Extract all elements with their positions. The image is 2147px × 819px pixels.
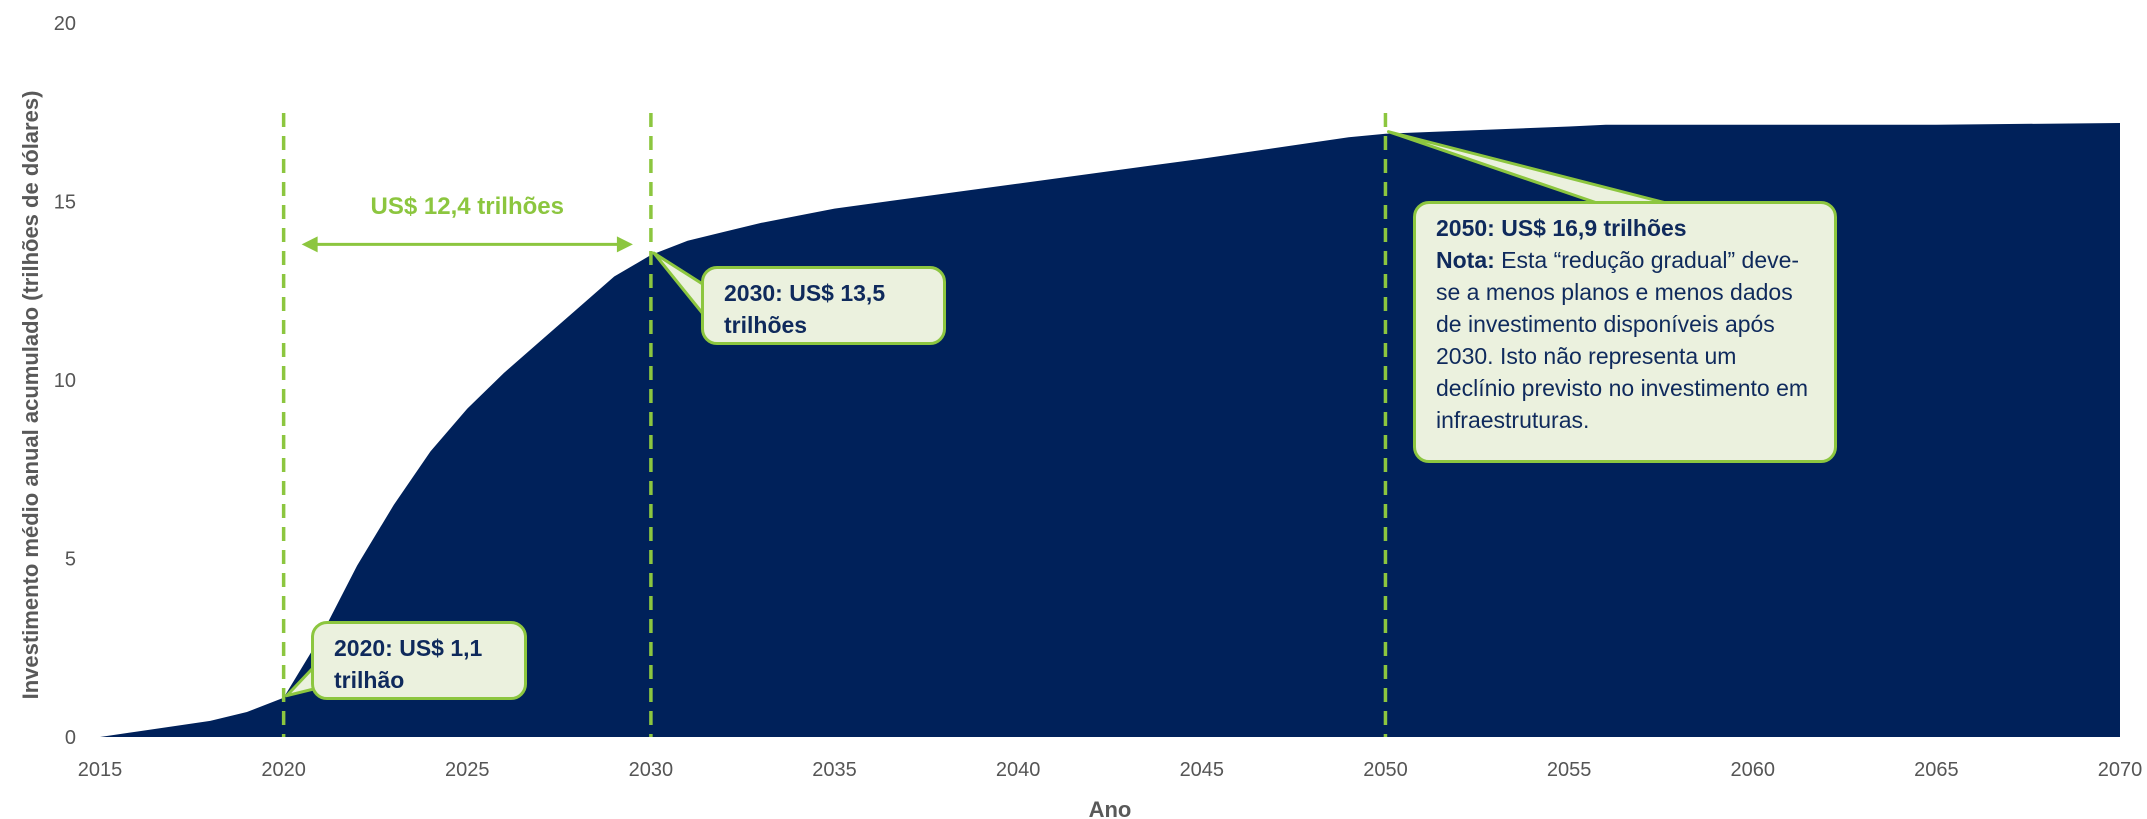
callout-2050-title: 2050: US$ 16,9 trilhões (1436, 215, 1687, 241)
x-tick-2025: 2025 (445, 759, 490, 781)
x-tick-2045: 2045 (1180, 759, 1225, 781)
x-tick-2065: 2065 (1914, 759, 1959, 781)
span-arrow-head-right (616, 236, 633, 253)
x-tick-2030: 2030 (629, 759, 674, 781)
x-tick-2015: 2015 (78, 759, 123, 781)
callout-2020-title: 2020: US$ 1,1 trilhão (334, 635, 483, 693)
x-tick-2055: 2055 (1547, 759, 1592, 781)
x-tick-2060: 2060 (1730, 759, 1775, 781)
y-axis-title: Investimento médio anual acumulado (tril… (18, 91, 43, 700)
callout-2050-note: Esta “redução gradual” deve-se a menos p… (1436, 247, 1809, 433)
y-tick-20: 20 (54, 13, 76, 35)
span-label: US$ 12,4 trilhões (371, 193, 564, 220)
y-tick-0: 0 (65, 727, 76, 749)
callout-2050: 2050: US$ 16,9 trilhões Nota: Esta “redu… (1413, 201, 1837, 463)
y-tick-5: 5 (65, 549, 76, 571)
callout-2020: 2020: US$ 1,1 trilhão (311, 621, 527, 700)
x-tick-2020: 2020 (261, 759, 306, 781)
x-tick-2035: 2035 (812, 759, 857, 781)
callout-2030-title: 2030: US$ 13,5 trilhões (724, 280, 886, 338)
x-tick-2040: 2040 (996, 759, 1041, 781)
y-tick-15: 15 (54, 192, 76, 214)
y-tick-10: 10 (54, 370, 76, 392)
x-tick-2050: 2050 (1363, 759, 1408, 781)
x-axis-title: Ano (1089, 797, 1132, 819)
x-tick-2070: 2070 (2098, 759, 2143, 781)
callout-2050-note-label: Nota: (1436, 247, 1495, 273)
callout-2030: 2030: US$ 13,5 trilhões (701, 266, 946, 345)
span-arrow-head-left (301, 236, 318, 253)
